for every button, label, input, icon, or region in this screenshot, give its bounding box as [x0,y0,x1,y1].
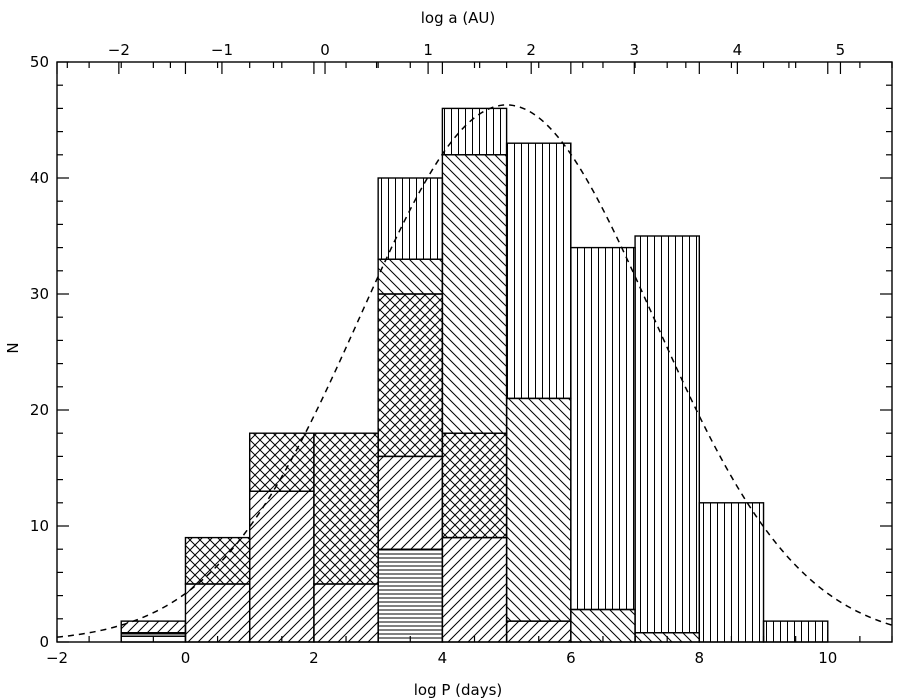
x-tick-label: 10 [818,649,837,667]
top-tick-label: −1 [211,41,233,59]
x-tick-label: 6 [566,649,576,667]
y-tick-label: 30 [30,285,49,303]
y-tick-label: 50 [30,53,49,71]
top-tick-label: 3 [630,41,640,59]
x-tick-label: 2 [309,649,319,667]
histogram-bin [248,432,315,643]
top-tick-label: 5 [836,41,846,59]
x-tick-label: −2 [46,649,68,667]
histogram-bin [313,432,379,643]
histogram-bin [634,235,701,643]
bar-segment-diag-left [441,154,508,434]
bar-segment-crosshatch [313,432,379,585]
bar-segment-vertical [570,246,636,611]
x-tick-label: 4 [438,649,448,667]
histogram-bin [698,502,765,643]
bar-segment-vertical [505,142,572,400]
top-tick-label: −2 [108,41,130,59]
histogram-bin [184,536,251,643]
bar-segment-vertical [441,107,508,156]
x-tick-label: 0 [181,649,191,667]
bar-segment-diag-left [377,258,444,295]
bar-segment-crosshatch [377,293,444,458]
bar-segment-vertical [377,177,444,260]
top-tick-label: 4 [733,41,743,59]
bar-segment-crosshatch [184,536,251,585]
histogram-bin [377,177,444,643]
bar-segment-vertical [634,235,701,634]
histogram-bin [570,246,636,643]
bar-segment-diag-right [248,490,315,643]
histogram-bin [441,107,508,643]
bar-segment-diag-right [377,455,444,550]
bar-segment-horizontal [377,548,444,643]
top-axis-label: log a (AU) [421,9,496,27]
top-tick-label: 2 [526,41,536,59]
bar-segment-diag-right [184,583,251,643]
histogram-bin [505,142,572,643]
bar-segment-diag-right [120,620,187,634]
y-tick-label: 10 [30,517,49,535]
top-tick-label: 1 [423,41,433,59]
x-axis-label: log P (days) [414,681,503,699]
bars-layer [120,107,829,643]
bar-segment-diag-right [313,583,379,643]
y-axis-label: N [4,342,22,353]
top-tick-label: 0 [320,41,330,59]
bar-segment-diag-right [441,536,508,643]
y-tick-label: 40 [30,169,49,187]
bar-segment-diag-left [505,397,572,622]
y-tick-label: 0 [39,633,49,651]
x-tick-label: 8 [695,649,705,667]
bar-segment-vertical [698,502,765,643]
bar-segment-crosshatch [248,432,315,492]
bar-segment-crosshatch [441,432,508,539]
y-tick-label: 20 [30,401,49,419]
